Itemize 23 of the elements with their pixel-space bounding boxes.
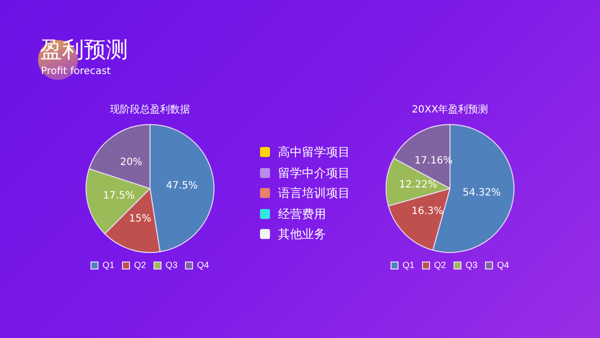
data-label: 17.5%	[102, 190, 135, 202]
text: 高中留学项目	[278, 144, 350, 161]
legend-label: Q3	[166, 260, 178, 270]
legend-label: Q2	[134, 260, 146, 270]
data-label: 12.22%	[399, 180, 438, 191]
chart-title: 现阶段总盈利数据	[110, 104, 190, 116]
legend-label: Q4	[197, 260, 210, 270]
data-label: 20%	[120, 157, 142, 168]
legend-label: Q1	[102, 260, 115, 270]
text: 经营费用	[278, 206, 326, 222]
legend-label: Q4	[497, 260, 510, 270]
legend-label: Q2	[434, 260, 446, 270]
text: 其他业务	[278, 226, 326, 243]
legend-label: Q1	[402, 260, 415, 270]
data-label: 15%	[128, 214, 152, 225]
chart-title: 20XX年盈利预测	[412, 104, 488, 116]
data-label: 47.5%	[166, 180, 198, 192]
text: Profit forecast	[41, 66, 111, 78]
data-label: 54.32%	[462, 187, 501, 198]
text: 语言培训项目	[278, 185, 350, 202]
legend-label: Q3	[466, 260, 478, 270]
text: 留学中介项目	[278, 164, 350, 182]
data-label: 16.3%	[412, 206, 444, 217]
